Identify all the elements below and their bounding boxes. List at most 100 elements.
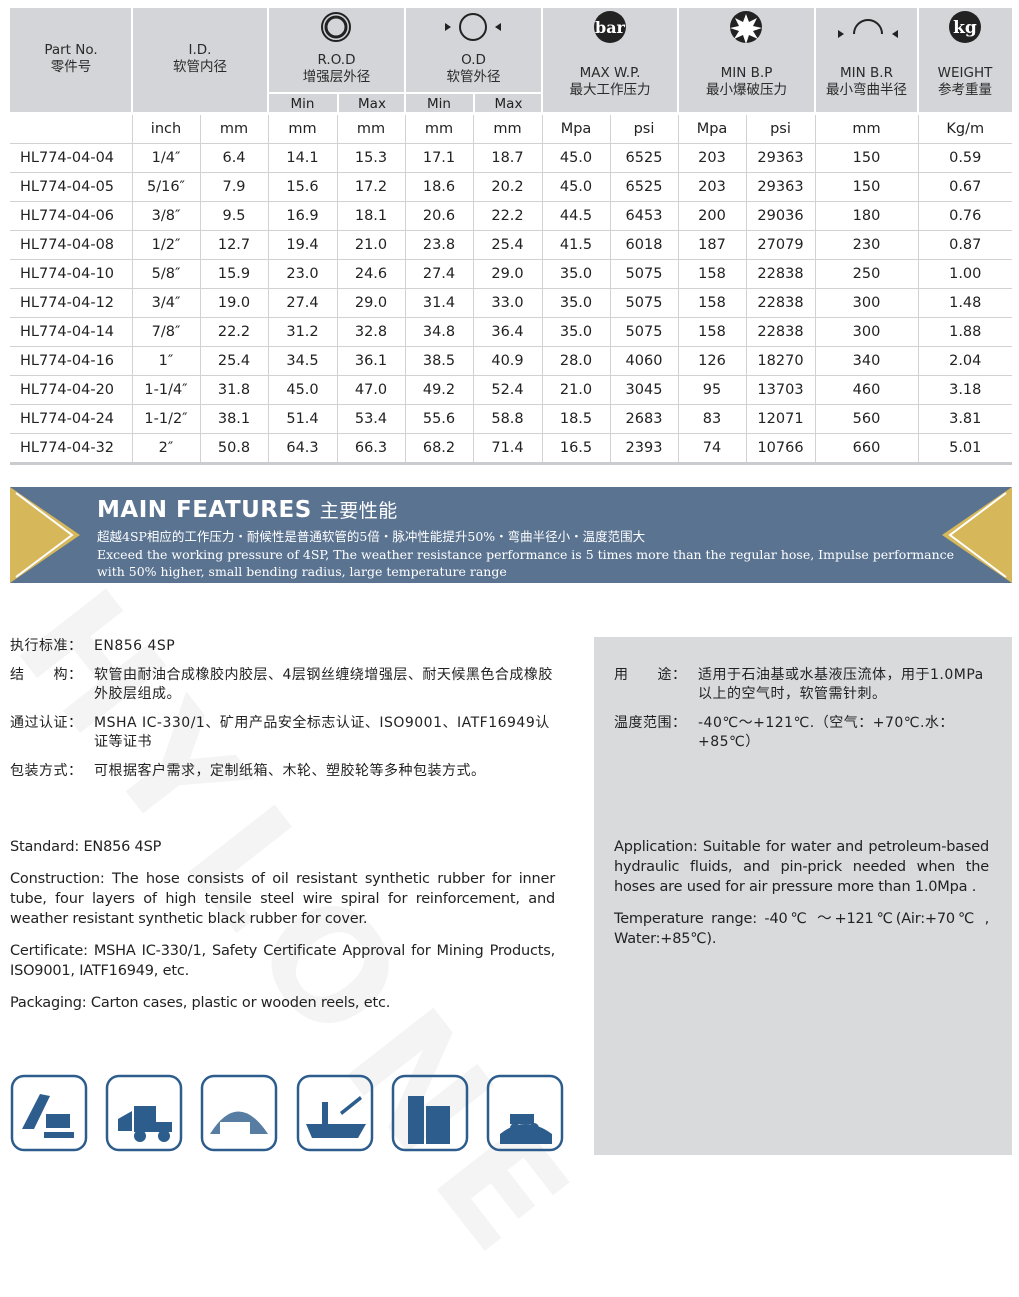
data-cell: 35.0 [541,288,611,318]
data-cell: 0.59 [917,143,1012,173]
spec-item-cn: 执行标准： EN856 4SP [10,637,555,656]
spec-item-cn: 温度范围： -40℃～+121℃.（空气：+70℃.水：+85℃） [614,714,989,752]
data-cell: 49.2 [404,375,474,405]
spec-text-cn: 可根据客户需求，定制纸箱、木轮、塑胶轮等多种包装方式。 [94,763,486,779]
data-cell: 126 [677,346,747,376]
data-cell: 55.6 [404,404,474,434]
specs-en-right: Application: Suitable for water and petr… [614,837,989,961]
spec-item-cn: 通过认证： MSHA IC-330/1、矿用产品安全标志认证、ISO9001、IA… [10,714,555,752]
part-number: HL774-04-05 [10,172,133,202]
features-title-en: MAIN FEATURES [97,497,312,523]
spec-item-cn: 结 构： 软管由耐油合成橡胶内胶层、4层钢丝缠绕增强层、耐天候黑色合成橡胶外胶层组… [10,666,555,704]
header-label-cn: 软管内径 [173,59,227,75]
data-cell: 64.3 [267,433,338,464]
icon-glyphs [22,1094,552,1144]
spec-item-cn: 用 途： 适用于石油基或水基液压流体，用于1.0MPa以上的空气时，软管需针刺。 [614,666,989,704]
header-label-en: WEIGHT [937,65,993,81]
unit-cell: mm [336,115,406,144]
data-cell: 27079 [745,230,816,260]
data-cell: 34.8 [404,317,474,347]
data-cell: 150 [814,172,919,202]
table-body: inch mm mm mm mm mm Mpa psi Mpa psi mm Kg/m HL774-04… [10,115,1012,464]
data-cell: 660 [814,433,919,464]
data-cell: 35.0 [541,317,611,347]
data-cell: 250 [814,259,919,289]
data-cell: 9.5 [199,201,269,231]
page: HL774 Hose Specification { "table": { "g… [0,8,1012,1297]
data-cell: 21.0 [541,375,611,405]
bar-icon: bar [594,11,626,43]
data-cell: 28.0 [541,346,611,376]
data-cell: 7/8″ [131,317,201,347]
spec-text-cn: EN856 4SP [94,638,176,654]
data-cell: 3.18 [917,375,1012,405]
data-cell: 3045 [609,375,679,405]
part-number: HL774-04-10 [10,259,133,289]
data-cell: 25.4 [472,230,543,260]
data-cell: 158 [677,259,747,289]
header-separator [404,8,406,112]
table-header: Part No. 零件号 I.D. 软管内径 R.O.D 增强层外径 O.D 软管外径 MAX … [10,8,1012,112]
unit-cell: mm [267,115,338,144]
data-cell: 35.0 [541,259,611,289]
kg-icon-label: kg [953,18,977,38]
header-group: MAX W.P. 最大工作压力 [542,65,678,99]
units-cell-blank [10,115,133,144]
right-panel [594,637,1012,1155]
data-cell: 1.00 [917,259,1012,289]
spec-paragraph-en: Packaging: Carton cases, plastic or wood… [10,995,391,1011]
header-separator [541,8,543,112]
data-row: HL774-04-10 5/8″ 15.9 23.0 24.6 27.4 29.0 35.0 5… [10,259,1012,289]
banner-decor [10,487,1012,583]
part-number: HL774-04-08 [10,230,133,260]
data-cell: 1-1/2″ [131,404,201,434]
data-cell: 24.6 [336,259,406,289]
header-group: WEIGHT 参考重量 [918,65,1012,99]
data-cell: 460 [814,375,919,405]
data-cell: 7.9 [199,172,269,202]
data-cell: 1.48 [917,288,1012,318]
spec-paragraph-en: Certificate: MSHA IC-330/1, Safety Certi… [10,943,555,979]
header-label-en: MIN B.R [840,65,893,81]
data-cell: 31.8 [199,375,269,405]
data-cell: 95 [677,375,747,405]
data-cell: 53.4 [336,404,406,434]
data-cell: 5/8″ [131,259,201,289]
data-cell: 74 [677,433,747,464]
header-label-en: Part No. [44,42,98,58]
unit-cell: Kg/m [917,115,1012,144]
data-cell: 203 [677,143,747,173]
data-cell: 50.8 [199,433,269,464]
unit-cell: mm [814,115,919,144]
data-cell: 6525 [609,172,679,202]
header-group: Part No. 零件号 [10,42,132,76]
data-cell: 36.1 [336,346,406,376]
data-cell: 3.81 [917,404,1012,434]
data-cell: 6453 [609,201,679,231]
header-separator [267,8,269,112]
unit-cell: mm [472,115,543,144]
spec-text-cn: -40℃～+121℃.（空气：+70℃.水：+85℃） [698,715,954,750]
data-cell: 1.88 [917,317,1012,347]
data-cell: 47.0 [336,375,406,405]
data-cell: 22838 [745,259,816,289]
kg-icon: kg [949,11,981,43]
features-text-cn: 超越4SP相应的工作压力・耐候性是普通软管的5倍・脉冲性能提升50%・弯曲半径小… [97,529,646,544]
data-cell: 45.0 [541,172,611,202]
data-cell: 0.87 [917,230,1012,260]
header-group: R.O.D 增强层外径 [268,52,405,86]
data-cell: 3/4″ [131,288,201,318]
data-cell: 6.4 [199,143,269,173]
data-cell: 5075 [609,317,679,347]
data-cell: 40.9 [472,346,543,376]
header-label-cn: 增强层外径 [302,69,371,85]
header-sub-label: Min [405,92,473,112]
data-row: HL774-04-16 1″ 25.4 34.5 36.1 38.5 40.9 28.0 406… [10,346,1012,376]
data-cell: 31.4 [404,288,474,318]
data-cell: 27.4 [267,288,338,318]
header-label-cn: 最小弯曲半径 [826,82,907,98]
data-cell: 10766 [745,433,816,464]
data-cell: 0.67 [917,172,1012,202]
data-row: HL774-04-06 3/8″ 9.5 16.9 18.1 20.6 22.2 44.5 64… [10,201,1012,231]
header-icons: bar kg [321,11,981,44]
